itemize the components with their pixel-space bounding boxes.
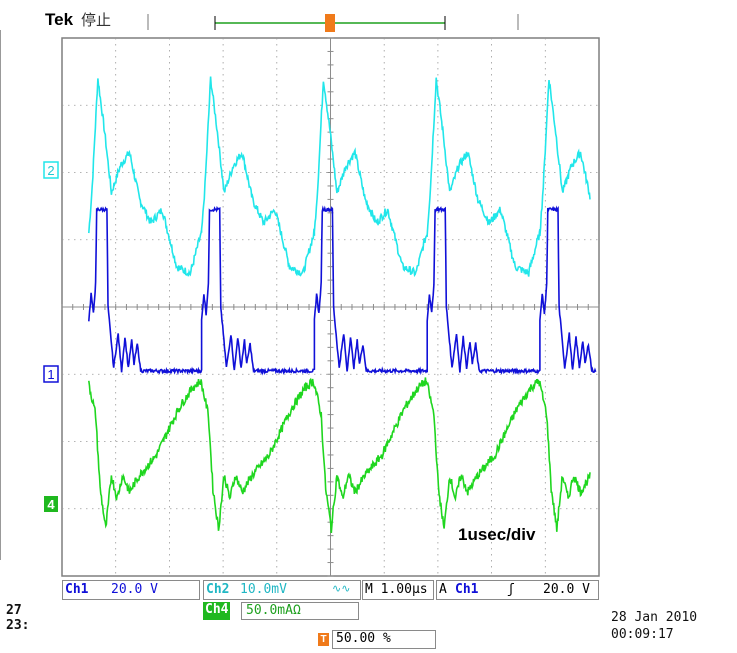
trigger-position-marker: [325, 14, 335, 32]
timebase-annotation: 1usec/div: [458, 525, 536, 544]
trigger-level: 20.0 V: [543, 582, 590, 597]
channel-2-marker[interactable]: 2: [43, 161, 59, 179]
trigger-slope-icon: ʃ: [507, 582, 515, 597]
trigger-icon: T: [318, 633, 329, 646]
trace-ch4: [88, 377, 591, 533]
trace-ch2: [88, 76, 591, 278]
ch4-label: Ch4: [203, 602, 231, 620]
timebase-setting[interactable]: M 1.00μs: [362, 580, 434, 600]
svg-text:4: 4: [47, 497, 55, 512]
trigger-position-setting[interactable]: T 50.00 %: [318, 630, 438, 650]
trace-group: [88, 76, 597, 533]
acquisition-status: 停止: [81, 12, 111, 29]
left-clipped-date: 27: [6, 603, 22, 618]
trace-ch1: [88, 205, 597, 376]
left-clipped-time: 23:: [6, 618, 30, 633]
ch2-setting[interactable]: Ch2 10.0mV ∿∿: [203, 580, 361, 600]
channel-4-marker[interactable]: 4: [44, 496, 58, 512]
ch4-scale: 50.0mAΩ: [241, 602, 359, 620]
ch2-label: Ch2: [206, 582, 230, 597]
trigger-setting[interactable]: A Ch1 ʃ 20.0 V: [436, 580, 599, 600]
ch2-scale: 10.0mV: [240, 582, 287, 597]
ch1-label: Ch1: [65, 582, 89, 597]
svg-text:1: 1: [47, 367, 54, 382]
ch1-scale: 20.0 V: [111, 582, 158, 597]
channel-1-marker[interactable]: 1: [43, 365, 59, 383]
trigger-position-value: 50.00 %: [332, 630, 436, 649]
trigger-mode: A: [439, 582, 447, 597]
brand-label: Tek: [45, 10, 74, 29]
svg-text:2: 2: [47, 163, 54, 178]
ch2-bandwidth-icon: ∿∿: [332, 582, 351, 595]
time-readout: 00:09:17: [611, 627, 674, 642]
graticule-grid: [61, 37, 600, 577]
date-readout: 28 Jan 2010: [611, 610, 698, 625]
ch4-setting[interactable]: Ch4 50.0mAΩ: [203, 602, 361, 622]
timebase-value: M 1.00μs: [365, 582, 428, 597]
ch1-setting[interactable]: Ch1 20.0 V: [62, 580, 200, 600]
trigger-source: Ch1: [455, 582, 479, 597]
